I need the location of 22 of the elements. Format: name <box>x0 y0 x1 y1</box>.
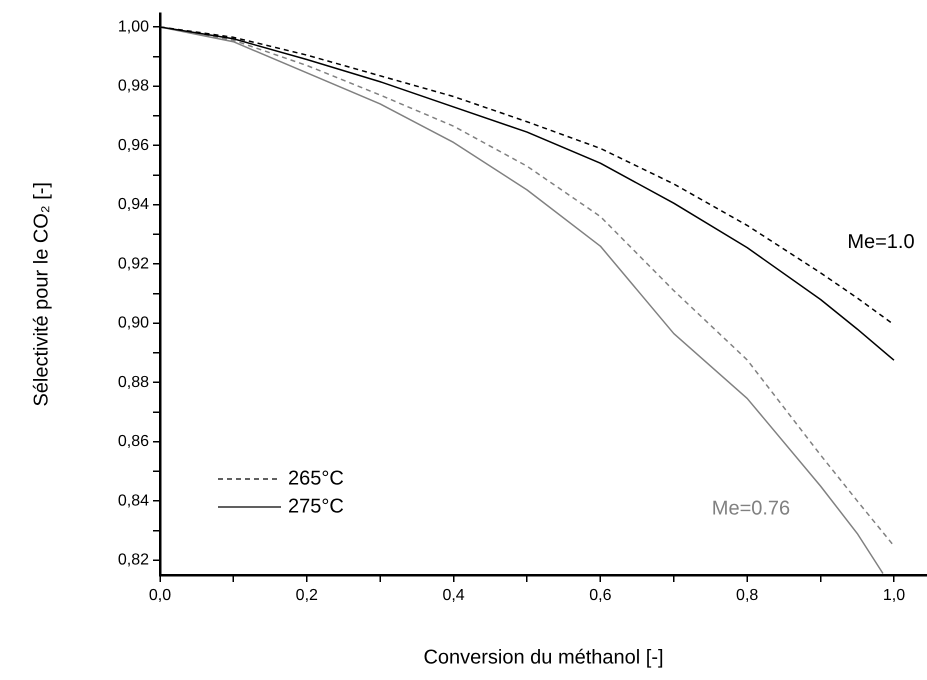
y-tick-label: 0,92 <box>118 255 150 272</box>
y-tick-label: 0,96 <box>118 136 150 154</box>
y-axis-title: Sélectivité pour le CO₂ [-] <box>30 182 53 407</box>
y-tick-label: 0,82 <box>118 552 150 569</box>
x-tick-label: 0,6 <box>589 587 612 604</box>
y-tick-label: 0,94 <box>118 196 150 214</box>
x-tick-label: 0,0 <box>148 587 172 604</box>
x-tick-label: 0,8 <box>736 587 758 604</box>
x-tick-label: 1,0 <box>882 587 906 604</box>
x-axis-title: Conversion du méthanol [-] <box>423 646 664 669</box>
legend-label: 265°C <box>288 468 344 490</box>
y-tick-label: 0,98 <box>118 78 150 95</box>
x-tick-label: 0,2 <box>296 587 318 604</box>
y-tick-label: 0,90 <box>118 314 150 332</box>
annotation: Me=1.0 <box>847 231 915 254</box>
annotation: Me=0.76 <box>712 497 790 520</box>
y-tick-label: 0,86 <box>118 433 150 450</box>
y-tick-label: 1,00 <box>118 18 150 36</box>
y-tick-label: 0,88 <box>118 374 150 391</box>
x-tick-label: 0,4 <box>442 587 465 604</box>
legend-label: 275°C <box>288 496 344 518</box>
y-tick-label: 0,84 <box>118 492 150 510</box>
